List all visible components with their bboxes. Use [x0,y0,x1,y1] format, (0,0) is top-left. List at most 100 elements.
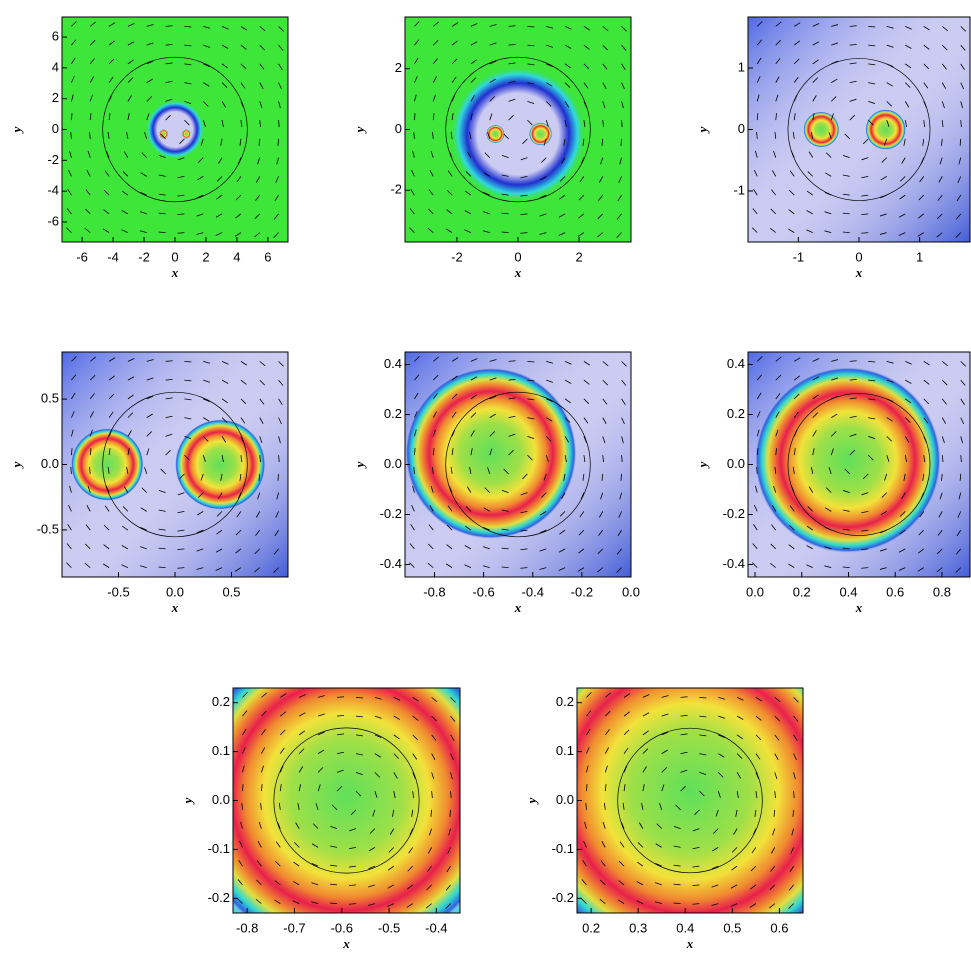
y-axis-label: y [695,126,710,134]
x-tick-label: 0.2 [793,584,811,599]
y-tick-label: -1 [733,182,745,197]
y-tick-label: 0.4 [727,356,745,371]
x-axis-label: x [171,600,179,615]
x-axis-label: x [686,936,694,951]
x-tick-label: -0.6 [472,584,494,599]
x-tick-label: -0.4 [425,920,447,935]
x-tick-label: 1 [916,249,923,264]
x-tick-label: 0.8 [933,584,951,599]
x-tick-label: -4 [107,249,119,264]
x-axis-label: x [342,936,350,951]
y-tick-label: -6 [47,213,59,228]
y-tick-label: -0.2 [380,506,402,521]
field-ring [182,129,191,138]
y-tick-label: 0.2 [556,694,574,709]
x-tick-label: 0.5 [222,584,240,599]
field-image [748,17,970,242]
field-image [62,352,288,577]
y-tick-label: 2 [52,90,59,105]
panel: -0.5 0.0 0.5 -0.5 0.0 0.5 x y [9,352,288,615]
y-tick-label: 0.0 [556,792,574,807]
x-tick-label: -0.8 [236,920,258,935]
x-axis-label: x [514,265,522,280]
y-tick-label: 0.1 [212,743,230,758]
x-tick-label: -0.5 [378,920,400,935]
field-image [405,352,631,577]
x-tick-label: -0.8 [423,584,445,599]
y-tick-label: 0.2 [384,406,402,421]
x-tick-label: 0.4 [676,920,694,935]
y-axis-label: y [524,797,539,805]
y-tick-label: -0.2 [723,506,745,521]
y-tick-label: 6 [52,28,59,43]
y-tick-label: 0.0 [384,456,402,471]
x-tick-label: 0.4 [839,584,857,599]
y-tick-label: -0.5 [37,521,59,536]
field-core [146,100,205,159]
y-tick-label: -0.4 [723,556,745,571]
x-tick-label: 0.0 [622,584,640,599]
page: -6-4-20246-6-4-20246xy-202-202xy-101-101… [0,0,971,953]
field-core [450,66,586,202]
y-tick-label: -4 [47,183,59,198]
x-tick-label: 0.6 [770,920,788,935]
panel: -202-202xy [352,17,631,280]
x-tick-label: 0 [855,249,862,264]
x-tick-label: -1 [793,249,805,264]
x-axis-label: x [514,600,522,615]
x-tick-label: 2 [575,249,582,264]
field-ring [866,110,906,150]
field-ring [188,637,506,953]
field-image [405,17,631,242]
y-tick-label: 0.5 [41,391,59,406]
x-tick-label: -0.2 [571,584,593,599]
panel: -101-101xy [695,17,970,280]
field-ring [405,367,577,539]
x-tick-label: -0.5 [107,584,129,599]
figure: -6-4-20246-6-4-20246xy-202-202xy-101-101… [0,0,971,953]
y-tick-label: 0 [395,121,402,136]
y-tick-label: 0.0 [41,456,59,471]
y-axis-label: y [180,797,195,805]
panel: 0.00.20.40.60.8-0.4-0.20.00.20.4xy [695,352,970,615]
y-tick-label: -0.2 [208,890,230,905]
y-axis-label: y [695,461,710,469]
y-axis-label: y [352,126,367,134]
x-tick-label: 4 [233,249,240,264]
x-tick-label: -0.4 [522,584,544,599]
x-tick-label: 2 [202,249,209,264]
y-tick-label: 0.2 [727,406,745,421]
y-tick-label: -0.1 [208,841,230,856]
y-tick-label: -0.2 [552,890,574,905]
field-ring [755,367,941,553]
y-tick-label: -0.4 [380,556,402,571]
x-tick-label: 0.3 [629,920,647,935]
y-tick-label: 0.1 [556,743,574,758]
x-tick-label: 0.5 [723,920,741,935]
y-axis-label: y [9,126,24,134]
field-image [748,352,970,577]
field-ring [486,125,504,143]
x-axis-label: x [171,265,179,280]
field-swirl [748,17,970,242]
x-tick-label: 6 [264,249,271,264]
x-tick-label: 0 [171,249,178,264]
x-tick-label: -0.6 [331,920,353,935]
x-tick-label: -2 [138,249,150,264]
panel: 0.2 0.3 0.4 0.5 0.6 -0.2 -0.1 0.0 0.1 0.2 x y [521,622,860,953]
y-tick-label: 0.0 [727,456,745,471]
y-tick-label: 2 [395,60,402,75]
panel: -0.8-0.6-0.4-0.20.0-0.4-0.20.00.20.4xy [352,352,640,615]
field-ring [804,112,840,148]
x-tick-label: -0.7 [283,920,305,935]
y-axis-label: y [352,461,367,469]
panel: -0.8-0.7-0.6-0.5-0.4-0.2-0.10.00.10.2xy [180,637,505,953]
y-tick-label: -2 [47,152,59,167]
y-tick-label: -0.1 [552,841,574,856]
x-tick-label: 0.0 [166,584,184,599]
y-axis-label: y [9,461,24,469]
x-tick-label: -2 [451,249,463,264]
x-tick-label: 0.2 [582,920,600,935]
y-tick-label: -2 [390,182,402,197]
